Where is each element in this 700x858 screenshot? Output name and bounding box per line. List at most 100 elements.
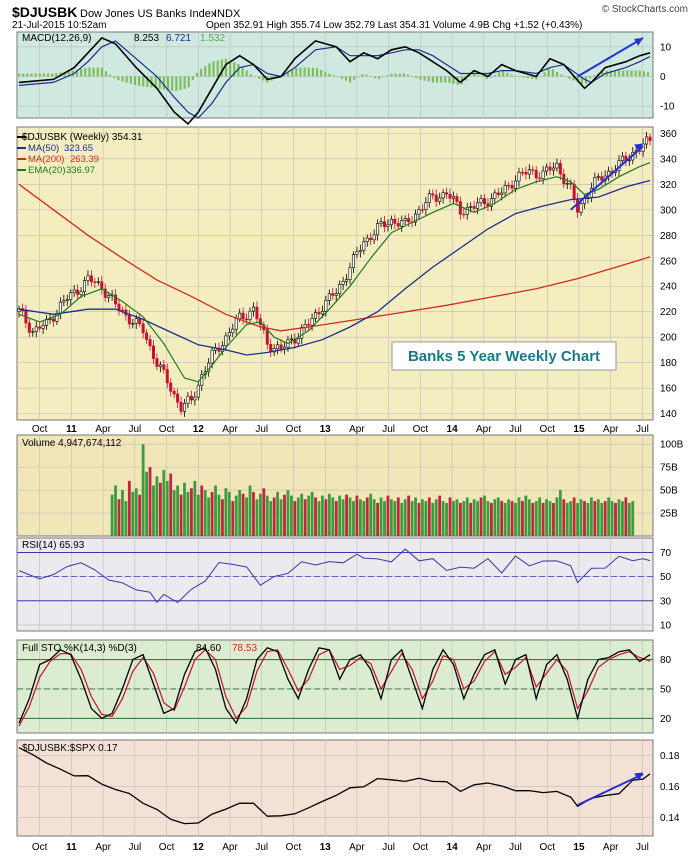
macd-histogram-bar [634, 70, 637, 77]
volume-bar [541, 502, 545, 536]
arrowhead-icon [634, 37, 644, 46]
volume-bar [207, 497, 211, 536]
candle-body [172, 390, 176, 395]
rsi-panel: 70 50 30 10 RSI(14) 65.93 [16, 537, 672, 632]
trend-arrow-price [570, 145, 644, 211]
candle-body [403, 218, 407, 221]
candle-body [231, 328, 235, 334]
macd-histogram-bar [344, 76, 348, 81]
y-tick-label: 340 [660, 154, 677, 165]
candle-body [248, 310, 252, 320]
candle-body [345, 279, 349, 282]
volume-bar [572, 497, 576, 536]
x-tick-label: Apr [476, 424, 492, 435]
volume-bar [455, 499, 459, 536]
candle-body [479, 198, 483, 204]
volume-bar [603, 501, 607, 536]
candle-body [355, 251, 359, 255]
macd-histogram-bar [311, 67, 314, 77]
y-tick-label: 260 [660, 256, 677, 267]
brand-credit: © StockCharts.com [602, 4, 688, 15]
ratio-panel: 0.18 0.16 0.14 $DJUSBK:$SPX 0.17 [16, 739, 680, 837]
volume-bar [124, 501, 128, 536]
candle-body [527, 169, 531, 175]
y-tick-label: 0 [660, 72, 666, 83]
candle-body [569, 183, 573, 185]
candle-body [438, 197, 442, 202]
candle-body [193, 396, 197, 401]
candle-body [48, 318, 52, 321]
macd-histogram-bar [229, 60, 232, 77]
volume-bar [583, 501, 586, 536]
macd-histogram-bar [129, 76, 132, 84]
candle-body [462, 213, 466, 216]
ma50-line [18, 179, 651, 356]
candle-body [369, 237, 373, 241]
volume-bar [314, 497, 317, 536]
candle-body [227, 332, 231, 337]
macd-histogram-bar [195, 72, 199, 77]
macd-histogram-bar [237, 64, 240, 77]
macd-histogram-bar [622, 70, 625, 77]
macd-histogram-bar [257, 76, 261, 79]
candle-body [538, 177, 542, 179]
candle-body [96, 281, 100, 283]
macd-histogram-bar [46, 73, 50, 77]
candle-body [127, 314, 131, 325]
volume-bar [131, 491, 135, 536]
y-tick-label: 0.16 [660, 782, 680, 793]
ratio-line [18, 747, 651, 825]
candle-body [458, 201, 462, 215]
macd-histogram-bar [539, 75, 542, 77]
candle-body [600, 176, 604, 181]
y-tick-label: 0.14 [660, 813, 680, 824]
macd-histogram-bar [485, 76, 488, 79]
macd-histogram-bar [332, 75, 335, 77]
volume-bar [562, 499, 566, 536]
ohlc-summary: Open 352.91 High 355.74 Low 352.79 Last … [206, 20, 582, 31]
candle-body [524, 171, 528, 175]
macd-histogram-bar [349, 76, 352, 83]
x-tick-label: Jul [128, 424, 141, 435]
macd-histogram-bar [96, 67, 99, 77]
macd-histogram-bar [531, 76, 534, 79]
volume-bar [386, 495, 390, 536]
candle-body [314, 312, 318, 319]
candle-body [114, 294, 118, 305]
macd-histogram-bar [38, 73, 41, 77]
macd-histogram-bar [315, 68, 319, 77]
volume-bar [258, 493, 262, 536]
x-tick-label: Apr [603, 424, 619, 435]
exchange-label: INDX [214, 8, 241, 20]
y-tick-label: 180 [660, 358, 677, 369]
volume-bar [465, 497, 469, 536]
volume-bar [424, 501, 428, 536]
date-label: 21-Jul-2015 10:52am [12, 20, 107, 31]
x-tick-label: 12 [193, 424, 205, 435]
y-tick-label: 100B [660, 440, 684, 451]
candle-body [134, 318, 138, 324]
volume-bar [196, 494, 200, 536]
candle-body [465, 207, 469, 215]
macd-histogram-bar [146, 76, 149, 87]
volume-bar [441, 501, 445, 536]
volume-bar [417, 502, 421, 536]
volume-bar [607, 497, 611, 536]
x-tick-label: Jul [128, 842, 141, 853]
macd-histogram-bar [216, 60, 219, 77]
volume-bar [507, 499, 511, 536]
candle-body [86, 275, 90, 281]
volume-bar [307, 495, 311, 536]
volume-bar [238, 490, 242, 536]
x-tick-label: Oct [413, 842, 429, 853]
volume-bar [172, 490, 176, 536]
x-tick-label: Jul [509, 842, 522, 853]
x-tick-label: Jul [636, 424, 649, 435]
symbol-label: $DJUSBK [12, 4, 77, 20]
x-tick-label: Apr [222, 424, 238, 435]
macd-histogram-bar [303, 67, 306, 77]
x-tick-label: Apr [349, 842, 365, 853]
x-axis-top: Oct 11 Apr Jul Oct 12 Apr Jul Oct 13 Apr Jul Oct 14 Ap… [32, 424, 649, 435]
arrowhead-icon [634, 772, 644, 781]
volume-bar [545, 499, 548, 536]
